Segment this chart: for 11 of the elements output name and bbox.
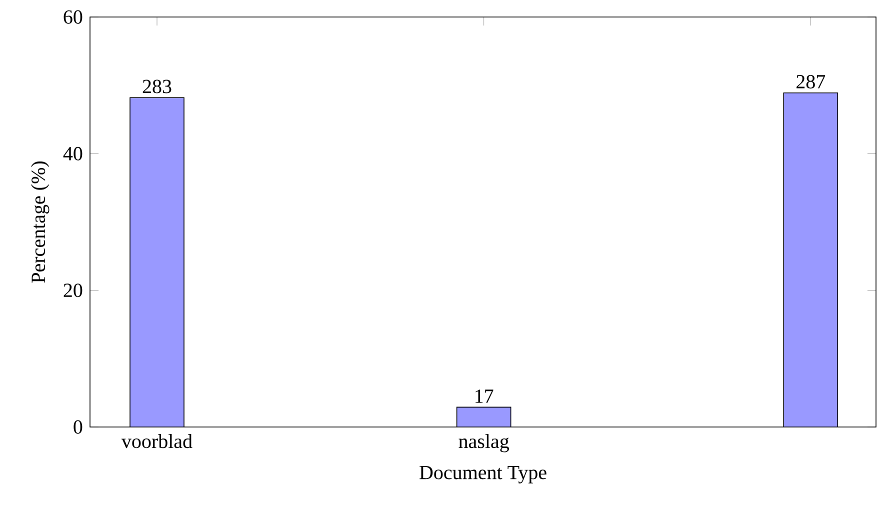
y-axis-title: Percentage (%): [30, 162, 50, 283]
annotation: 283: [142, 80, 172, 94]
x-axis-title: Document Type: [420, 466, 546, 484]
x-tick-label: naslag: [458, 434, 510, 452]
annotation: 287: [796, 74, 826, 88]
annotation: 17: [476, 390, 494, 403]
x-tick-label: voorblad: [121, 434, 192, 448]
y-tick-label: 20: [64, 284, 82, 298]
y-tick-label: 40: [63, 146, 82, 160]
y-tick-label: 60: [64, 10, 82, 24]
y-tick-label: 0: [74, 420, 82, 434]
